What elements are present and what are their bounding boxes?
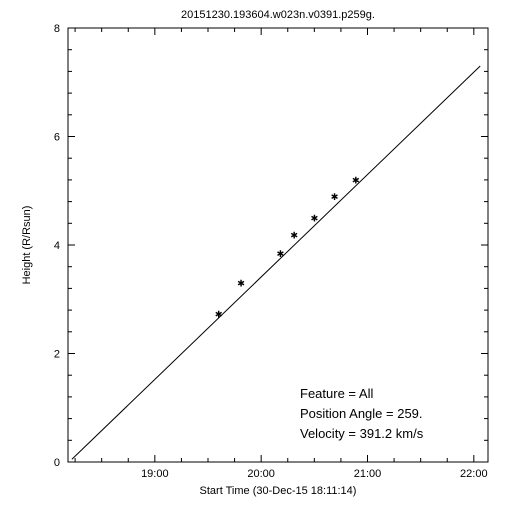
data-point: ✱	[331, 189, 338, 203]
chart-title: 20151230.193604.w023n.v0391.p259g.	[181, 9, 375, 21]
x-axis-label: Start Time (30-Dec-15 18:11:14)	[200, 485, 357, 497]
y-axis-label: Height (R/Rsun)	[21, 206, 33, 285]
x-tick-label: 21:00	[354, 468, 382, 480]
data-point: ✱	[291, 228, 298, 242]
y-tick-label: 6	[54, 132, 60, 144]
data-point: ✱	[277, 246, 284, 260]
y-tick-label: 2	[54, 349, 60, 361]
y-tick-label: 0	[54, 457, 60, 469]
x-tick-label: 19:00	[141, 468, 169, 480]
chart-annotation: Feature = All	[300, 386, 373, 401]
y-tick-label: 8	[54, 23, 60, 35]
y-tick-label: 4	[54, 240, 60, 252]
x-tick-label: 20:00	[247, 468, 275, 480]
data-point: ✱	[352, 172, 359, 186]
data-point: ✱	[311, 210, 318, 224]
data-point: ✱	[215, 306, 222, 320]
fit-line	[72, 66, 480, 459]
data-point: ✱	[237, 275, 244, 289]
x-tick-label: 22:00	[460, 468, 488, 480]
plot-box	[68, 28, 488, 462]
chart-annotation: Velocity = 391.2 km/s	[300, 426, 424, 441]
chart-annotation: Position Angle = 259.	[300, 406, 423, 421]
